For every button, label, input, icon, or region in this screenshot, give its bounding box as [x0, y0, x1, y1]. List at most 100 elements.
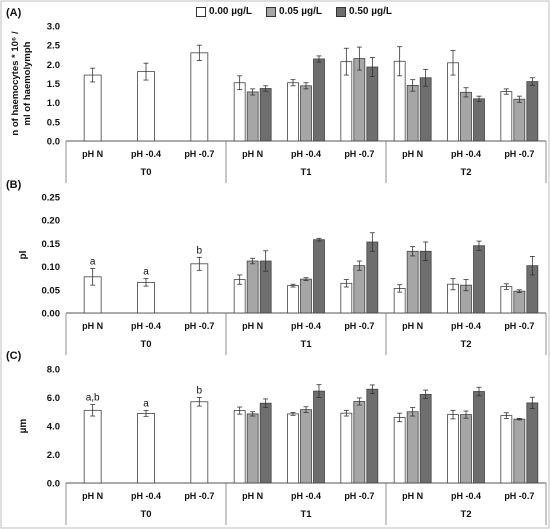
- category-label: pH N: [82, 321, 103, 331]
- y-tick-label: 8.0: [47, 365, 60, 376]
- category-label: pH -0.4: [451, 491, 481, 501]
- bar-control: [500, 91, 513, 142]
- category-label: pH -0.7: [184, 149, 214, 159]
- y-tick-label: 0.00: [42, 309, 61, 320]
- y-axis-label-line1: n of haemocytes * 10⁶ /: [10, 31, 21, 136]
- group-label: T2: [460, 167, 471, 178]
- bar-low: [513, 290, 526, 314]
- bar-low: [353, 265, 366, 314]
- legend-item-control: 0.00 µg/L: [196, 6, 252, 17]
- group-label: T2: [460, 509, 471, 520]
- legend-label-control: 0.00 µg/L: [209, 6, 252, 17]
- significance-letter: b: [197, 386, 203, 397]
- y-tick-label: 2.5: [47, 41, 61, 52]
- y-tick-label: 0.0: [47, 479, 60, 490]
- category-label: pH -0.4: [451, 321, 481, 331]
- category-label: pH -0.4: [291, 491, 321, 501]
- bar-control: [500, 286, 513, 314]
- group-label: T0: [140, 509, 151, 520]
- category-label: pH N: [402, 491, 423, 501]
- legend-item-high: 0.50 µg/L: [336, 6, 392, 17]
- bar-high: [313, 390, 325, 484]
- bar-low: [406, 250, 419, 314]
- category-label: pH N: [82, 149, 103, 159]
- bar-low: [246, 260, 259, 314]
- y-tick-label: 2.0: [47, 60, 60, 71]
- y-tick-label: 0.10: [42, 262, 61, 273]
- bar-control: [340, 412, 353, 484]
- bar-high: [259, 402, 272, 484]
- y-tick-label: 0.20: [42, 216, 61, 227]
- bar-low: [300, 85, 312, 142]
- group-label: T1: [300, 167, 312, 178]
- y-tick-label: 2.0: [47, 450, 60, 461]
- y-axis-label: µm: [18, 419, 29, 434]
- bar-high: [366, 66, 379, 142]
- bar-low: [353, 58, 366, 142]
- category-label: pH N: [402, 321, 423, 331]
- category-label: pH -0.7: [504, 149, 534, 159]
- category-label: pH -0.4: [451, 149, 481, 159]
- bar-high: [366, 388, 379, 484]
- group-label: T2: [460, 339, 471, 350]
- bar-control: [287, 82, 299, 142]
- bar-high: [419, 393, 432, 484]
- bar-high: [526, 81, 539, 142]
- category-label: pH N: [82, 491, 103, 501]
- y-tick-label: 1.0: [47, 98, 60, 109]
- category-label: pH -0.4: [131, 149, 161, 159]
- bar-high: [419, 77, 432, 142]
- bar-low: [460, 91, 472, 142]
- panel-label: (B): [6, 179, 22, 191]
- bar-low: [406, 85, 419, 142]
- category-label: pH N: [242, 491, 263, 501]
- bar-low: [300, 409, 312, 484]
- bar-high: [366, 241, 379, 314]
- y-tick-label: 0.5: [47, 117, 61, 128]
- legend-swatch-control: [196, 6, 206, 17]
- panel-label: (C): [6, 350, 22, 362]
- significance-letter: a: [143, 399, 149, 410]
- bar-control: [83, 74, 102, 142]
- bar-low: [406, 411, 419, 484]
- bar-low: [513, 418, 526, 484]
- y-axis-label: pI: [18, 250, 29, 259]
- category-label: pH -0.4: [291, 321, 321, 331]
- bar-control: [393, 417, 406, 484]
- y-tick-label: 0.15: [42, 239, 61, 250]
- bar-control: [447, 414, 459, 484]
- bar-high: [526, 402, 539, 484]
- bar-high: [473, 98, 485, 142]
- legend-label-low: 0.05 µg/L: [279, 6, 322, 17]
- bar-control: [287, 413, 299, 484]
- category-label: pH -0.4: [131, 321, 161, 331]
- bar-control: [287, 285, 299, 314]
- y-tick-label: 1.5: [47, 79, 61, 90]
- bar-control: [500, 415, 513, 484]
- panel-b: (B) 0.00 0.05 0.10 0.15 0.20 0.25 pI a pH N a pH -0…: [6, 179, 547, 355]
- category-label: pH -0.7: [504, 491, 534, 501]
- category-label: pH N: [242, 321, 263, 331]
- y-tick-label: 4.0: [47, 422, 60, 433]
- y-tick-label: 0.0: [47, 137, 60, 148]
- category-label: pH -0.4: [291, 149, 321, 159]
- bar-control: [190, 52, 209, 142]
- category-label: pH -0.7: [344, 321, 374, 331]
- bar-control: [83, 409, 102, 484]
- category-label: pH -0.4: [131, 491, 161, 501]
- legend-swatch-low: [266, 6, 276, 17]
- panel-c: (C) 0.0 2.0 4.0 6.0 8.0 µm a,b pH N a pH -0.4 b pH -…: [6, 350, 547, 525]
- legend-swatch-high: [336, 6, 346, 17]
- bar-low: [246, 413, 259, 484]
- bar-control: [233, 410, 246, 484]
- group-label: T0: [140, 167, 151, 178]
- bar-low: [300, 278, 312, 314]
- group-label: T0: [140, 339, 151, 350]
- significance-letter: b: [197, 245, 203, 256]
- category-label: pH -0.7: [184, 491, 214, 501]
- category-label: pH N: [402, 149, 423, 159]
- y-tick-label: 6.0: [47, 393, 60, 404]
- bar-control: [137, 281, 155, 314]
